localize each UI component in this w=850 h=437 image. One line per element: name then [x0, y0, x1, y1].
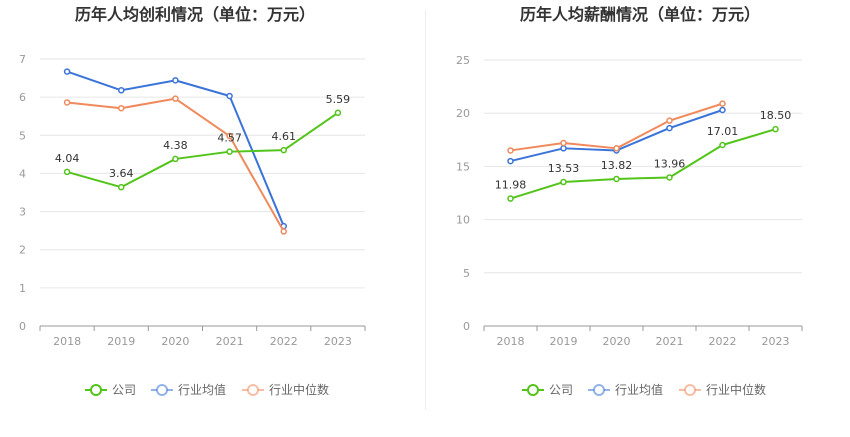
legend-item-industry-median[interactable]: 行业中位数 [679, 382, 766, 397]
chart-title: 历年人均创利情况（单位：万元） [75, 5, 315, 24]
profit-per-capita-chart: 历年人均创利情况（单位：万元） 0 1 2 3 4 5 6 7 2018 2019 2020 2021 2… [19, 5, 366, 397]
salary-per-capita-chart: 历年人均薪酬情况（单位：万元） 0 5 10 15 20 25 2018 2019 2020 202… [456, 5, 803, 397]
y-tick-label: 1 [19, 282, 26, 295]
data-point-company [719, 141, 726, 149]
y-tick-label: 2 [19, 244, 26, 257]
data-point-industry-median [118, 104, 125, 112]
series-line-company [510, 128, 776, 200]
legend-label: 行业均值 [615, 382, 663, 397]
x-tick-label: 2019 [107, 335, 135, 348]
legend-item-industry-avg[interactable]: 行业均值 [151, 382, 226, 397]
y-tick-label: 5 [463, 267, 470, 280]
data-point-industry-median [560, 139, 567, 147]
data-label: 5.59 [326, 93, 351, 106]
legend-marker [593, 384, 605, 396]
series-line-industry-median [510, 102, 723, 152]
y-tick-label: 25 [456, 54, 470, 67]
data-point-industry-avg [719, 106, 726, 114]
data-label: 13.96 [654, 157, 686, 170]
x-tick-label: 2021 [656, 335, 684, 348]
x-tick-label: 2020 [161, 335, 189, 348]
data-point-company [63, 168, 71, 176]
data-label: 18.50 [760, 109, 792, 122]
left-chart-panel: 历年人均创利情况（单位：万元） 0 1 2 3 4 5 6 7 2018 2019 2020 2021 2… [19, 5, 366, 397]
y-tick-label: 0 [19, 320, 26, 333]
data-point-industry-avg [118, 87, 125, 94]
data-point-industry-median [172, 95, 179, 102]
chart-title: 历年人均薪酬情况（单位：万元） [520, 5, 760, 24]
x-tick-label: 2019 [550, 335, 578, 348]
data-point-industry-avg [507, 157, 514, 165]
series-line-company [66, 111, 339, 189]
y-tick-label: 3 [19, 206, 26, 219]
y-tick-label: 15 [456, 160, 470, 173]
data-label: 13.53 [548, 162, 580, 175]
data-point-company [280, 146, 287, 154]
data-label: 17.01 [707, 125, 739, 138]
legend-label: 行业中位数 [706, 382, 766, 397]
legend-marker [527, 384, 539, 396]
x-tick-label: 2021 [216, 335, 244, 348]
data-label: 4.61 [272, 130, 297, 143]
data-point-industry-avg [63, 68, 71, 75]
legend-marker [247, 384, 259, 396]
y-tick-label: 10 [456, 214, 470, 227]
y-tick-label: 6 [19, 91, 26, 104]
legend-item-industry-avg[interactable]: 行业均值 [588, 382, 663, 397]
data-label: 13.82 [601, 159, 633, 172]
y-tick-label: 20 [456, 107, 470, 120]
data-point-industry-avg [560, 145, 567, 152]
data-label: 4.38 [163, 139, 188, 152]
legend-marker [684, 384, 696, 396]
data-point-industry-avg [172, 77, 179, 84]
legend-label: 公司 [549, 383, 573, 397]
x-tick-label: 2023 [324, 335, 352, 348]
data-point-company [172, 155, 179, 163]
data-point-company [613, 175, 620, 183]
data-point-company [334, 109, 342, 117]
data-point-industry-median [719, 100, 726, 107]
data-label: 3.64 [109, 167, 134, 180]
x-tick-label: 2018 [53, 335, 81, 348]
data-point-company [507, 195, 514, 202]
legend-marker [90, 384, 102, 396]
y-tick-label: 5 [19, 129, 26, 142]
data-label: 4.04 [55, 152, 80, 165]
data-point-industry-median [666, 117, 673, 124]
data-label: 4.57 [217, 132, 242, 145]
data-point-industry-median [63, 99, 71, 106]
legend-item-company[interactable]: 公司 [85, 383, 136, 397]
right-chart-panel: 历年人均薪酬情况（单位：万元） 0 5 10 15 20 25 2018 2019 2020 202… [426, 0, 850, 437]
x-tick-label: 2022 [709, 335, 737, 348]
data-point-industry-median [507, 147, 514, 154]
x-tick-label: 2022 [270, 335, 298, 348]
legend-item-industry-median[interactable]: 行业中位数 [242, 382, 329, 397]
data-point-industry-median [613, 145, 620, 152]
data-point-company [666, 174, 673, 181]
y-tick-label: 0 [463, 320, 470, 333]
data-point-industry-median [226, 132, 233, 140]
data-point-company [226, 148, 233, 155]
y-tick-label: 4 [19, 167, 26, 180]
data-point-company [772, 125, 779, 133]
x-tick-label: 2020 [603, 335, 631, 348]
legend-label: 行业中位数 [269, 382, 329, 397]
y-tick-label: 7 [19, 53, 26, 66]
data-point-industry-median [280, 228, 287, 235]
legend-label: 公司 [112, 383, 136, 397]
legend-label: 行业均值 [178, 382, 226, 397]
legend-marker [156, 384, 168, 396]
panel-divider [425, 10, 426, 410]
data-point-industry-avg [226, 92, 233, 100]
data-label: 11.98 [495, 179, 527, 192]
data-point-company [118, 183, 125, 191]
legend-item-company[interactable]: 公司 [522, 383, 573, 397]
x-tick-label: 2023 [762, 335, 790, 348]
x-tick-label: 2018 [497, 335, 525, 348]
data-point-company [560, 178, 567, 186]
data-point-industry-avg [666, 124, 673, 132]
